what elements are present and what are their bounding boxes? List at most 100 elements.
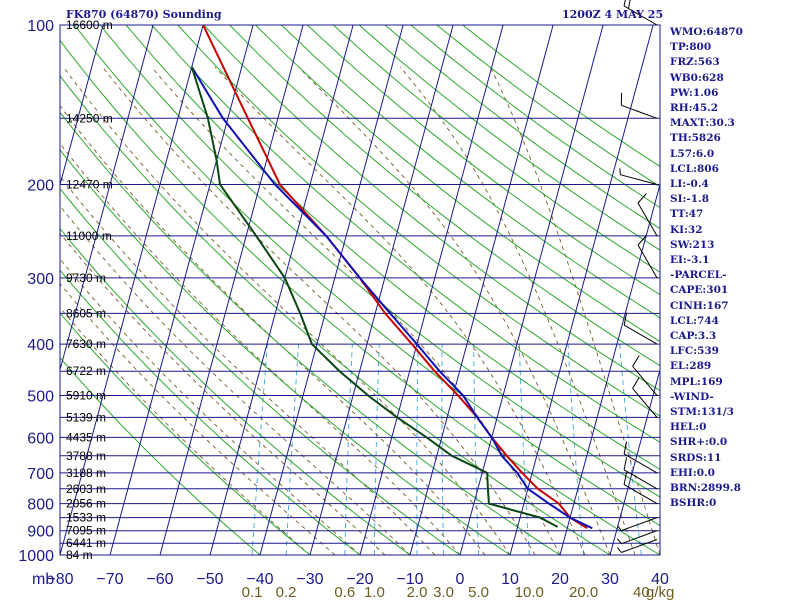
- wind-barb-staff: [623, 484, 658, 505]
- isotherm-line: [559, 184, 660, 555]
- stability-indices-list: WMO:64870 TP:800 FRZ:563 WB0:628 PW:1.06 RH:4…: [670, 25, 743, 512]
- index-item: -WIND-: [670, 390, 714, 403]
- wind-barb: [619, 168, 658, 185]
- index-item: TP:800: [670, 41, 712, 54]
- height-label: 5910 m: [66, 389, 106, 403]
- wind-barb-staff: [621, 539, 658, 553]
- index-item: CINH:167: [670, 299, 729, 312]
- isotherm-line: [359, 25, 504, 555]
- wind-barb-staff: [621, 104, 658, 119]
- height-label: 7630 m: [66, 337, 106, 351]
- wind-barb-flag: [637, 235, 647, 246]
- index-item: CAP:3.3: [670, 330, 717, 343]
- isotherm-line: [109, 25, 254, 555]
- wind-barb-flag: [623, 441, 628, 454]
- temperature-tick-label: −40: [246, 571, 273, 588]
- moist-adiabat-line: [60, 258, 361, 555]
- isotherm-line: [60, 25, 204, 555]
- pressure-tick-label: 600: [27, 430, 54, 447]
- temperature-profile-line: [202, 25, 588, 530]
- wind-barb: [617, 517, 658, 532]
- mixing-ratio-tick-label: 0.2: [276, 584, 297, 600]
- wind-barb-staff: [632, 365, 658, 396]
- temperature-tick-label: 30: [601, 571, 619, 588]
- index-item: MAXT:30.3: [670, 117, 735, 130]
- index-item: HEL:0: [670, 421, 707, 434]
- height-label: 4435 m: [66, 430, 106, 444]
- index-item: LCL:806: [670, 162, 719, 175]
- mixing-ratio-tick-label: 20.0: [569, 584, 598, 600]
- dry-adiabat-line: [436, 25, 660, 188]
- height-label: 1533 m: [66, 511, 106, 525]
- dry-adiabat-line: [73, 25, 660, 527]
- wind-barb: [617, 539, 658, 553]
- height-label: 12470 m: [66, 178, 113, 192]
- index-item: WMO:64870: [670, 26, 743, 38]
- pressure-tick-label: 500: [27, 389, 54, 406]
- temperature-tick-label: 20: [551, 571, 569, 588]
- index-item: SI:-1.8: [670, 193, 709, 206]
- temperature-tick-label: 10: [501, 571, 519, 588]
- index-item: EHI:0.0: [670, 466, 715, 479]
- moist-adiabat-line: [60, 232, 386, 555]
- wind-barb: [623, 312, 658, 345]
- temperature-tick-label: −50: [196, 571, 223, 588]
- index-item: TH:5826: [670, 132, 721, 145]
- isotherm-line: [159, 25, 304, 555]
- wind-barb-staff: [637, 244, 658, 279]
- index-item: CAPE:301: [670, 284, 729, 297]
- moist-adiabat-line: [399, 66, 636, 555]
- moist-adiabat-line: [298, 66, 611, 555]
- wind-barb-staff: [623, 469, 658, 490]
- wind-barb-staff: [623, 453, 658, 474]
- pressure-tick-label: 200: [27, 178, 54, 195]
- isotherm-line: [259, 25, 404, 555]
- index-item: STM:131/3: [670, 406, 734, 419]
- height-label: 7095 m: [66, 524, 106, 538]
- pressure-tick-label: 900: [27, 524, 54, 541]
- wind-barb-flag: [623, 472, 628, 485]
- index-item: BRN:2899.8: [670, 482, 741, 495]
- index-item: LFC:539: [670, 345, 719, 358]
- wind-barb: [637, 235, 658, 279]
- isotherm-line: [60, 25, 154, 370]
- mixing-ratio-tick-label: 0.6: [334, 584, 355, 600]
- wind-barb-flag: [623, 0, 626, 7]
- sounding-datetime: 1200Z 4 MAY 25: [562, 8, 664, 21]
- temperature-tick-label: −80: [46, 571, 73, 588]
- index-item: SRDS:11: [670, 451, 722, 464]
- wind-barb: [623, 441, 658, 474]
- mixing-ratio-tick-label: 1.0: [364, 584, 385, 600]
- index-item: LCL:744: [670, 314, 719, 327]
- isotherm-line: [609, 369, 660, 555]
- pressure-tick-label: 100: [27, 18, 54, 35]
- index-item: SHR+:0.0: [670, 436, 728, 449]
- mixing-ratio-tick-label: 3.0: [433, 584, 454, 600]
- pressure-tick-label: 1000: [18, 548, 54, 565]
- temperature-tick-label: −10: [396, 571, 423, 588]
- height-label: 14250 m: [66, 111, 113, 125]
- index-item: L57:6.0: [670, 147, 715, 160]
- isotherm-line: [309, 25, 454, 555]
- pressure-tick-label: 800: [27, 497, 54, 514]
- height-label: 3188 m: [66, 466, 106, 480]
- wind-barb-flag: [623, 312, 628, 326]
- index-item: WB0:628: [670, 71, 724, 84]
- temperature-tick-label: 0: [456, 571, 465, 588]
- wind-barb-staff: [637, 202, 658, 237]
- dewpoint-profile-line: [190, 66, 559, 528]
- moist-adiabat-line: [489, 66, 660, 555]
- moist-adiabat-line: [102, 66, 536, 555]
- wind-barb: [617, 530, 658, 545]
- index-item: BSHR:0: [670, 497, 717, 510]
- wind-barb-flag: [637, 193, 647, 204]
- temperature-tick-label: −30: [296, 571, 323, 588]
- wind-barb: [620, 92, 658, 119]
- height-label: 8605 m: [66, 306, 106, 320]
- moist-adiabat-line: [60, 142, 461, 555]
- isotherm-line: [509, 25, 654, 555]
- wind-barb-staff: [621, 517, 658, 532]
- index-item: SW:213: [670, 238, 715, 251]
- wind-barb: [637, 193, 658, 237]
- temperature-tick-label: 40: [651, 571, 669, 588]
